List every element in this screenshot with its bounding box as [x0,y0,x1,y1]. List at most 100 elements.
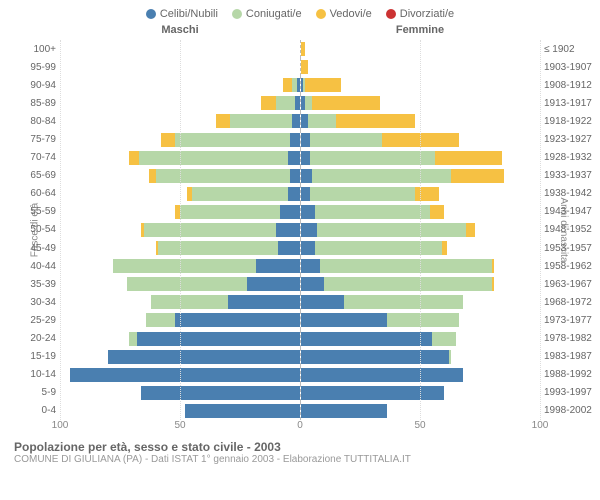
birth-year-label: 1983-1987 [540,351,600,362]
birth-year-label: 1928-1932 [540,152,600,163]
female-bar [301,223,541,237]
legend-swatch [316,9,326,19]
segment [310,133,382,147]
legend-label: Vedovi/e [330,8,372,20]
female-bar [301,277,541,291]
segment [158,241,278,255]
segment [113,259,257,273]
age-label: 70-74 [0,152,60,163]
segment [315,205,430,219]
age-label: 85-89 [0,98,60,109]
segment [310,151,435,165]
segment [301,350,449,364]
segment [442,241,447,255]
x-axis: 100500 50100 [0,420,600,434]
segment [451,169,504,183]
footer: Popolazione per età, sesso e stato civil… [0,434,600,465]
female-bar [301,169,541,183]
age-label: 80-84 [0,116,60,127]
male-bar [60,187,300,201]
age-row: 25-291973-1977 [60,311,540,329]
male-bar [60,350,300,364]
segment [301,295,344,309]
birth-year-label: 1988-1992 [540,369,600,380]
male-bar [60,78,300,92]
legend-swatch [386,9,396,19]
age-label: 65-69 [0,170,60,181]
segment [317,223,465,237]
segment [430,205,444,219]
legend-item: Vedovi/e [316,8,372,20]
segment [108,350,300,364]
age-label: 55-59 [0,206,60,217]
male-bar [60,368,300,382]
segment [308,114,337,128]
male-bar [60,386,300,400]
male-bar [60,114,300,128]
segment [185,404,300,418]
birth-year-label: 1938-1942 [540,188,600,199]
age-label: 75-79 [0,134,60,145]
birth-year-label: 1933-1937 [540,170,600,181]
birth-year-label: 1958-1962 [540,261,600,272]
segment [161,133,175,147]
age-row: 35-391963-1967 [60,275,540,293]
female-bar [301,368,541,382]
segment [278,241,300,255]
x-axis-left: 100500 [60,420,300,434]
segment [301,404,387,418]
segment [216,114,230,128]
segment [247,277,300,291]
segment [301,187,311,201]
segment [492,259,494,273]
age-row: 80-841918-1922 [60,112,540,130]
segment [301,386,445,400]
age-row: 95-991903-1907 [60,58,540,76]
age-label: 40-44 [0,261,60,272]
male-bar [60,169,300,183]
female-bar [301,259,541,273]
segment [192,187,288,201]
segment [301,169,313,183]
male-bar [60,205,300,219]
male-bar [60,96,300,110]
legend-item: Coniugati/e [232,8,302,20]
segment [292,114,299,128]
segment [261,96,275,110]
female-bar [301,133,541,147]
male-bar [60,60,300,74]
male-bar [60,133,300,147]
male-bar [60,223,300,237]
segment [290,133,300,147]
age-row: 45-491953-1957 [60,239,540,257]
age-label: 10-14 [0,369,60,380]
segment [320,259,492,273]
age-label: 20-24 [0,333,60,344]
segment [301,133,311,147]
segment [301,332,433,346]
segment [435,151,502,165]
segment [301,241,315,255]
birth-year-label: 1953-1957 [540,243,600,254]
segment [129,332,136,346]
birth-year-label: 1978-1982 [540,333,600,344]
segment [301,114,308,128]
x-axis-right: 50100 [300,420,540,434]
segment [336,114,415,128]
age-label: 95-99 [0,62,60,73]
male-bar [60,259,300,273]
female-bar [301,114,541,128]
segment [310,187,415,201]
segment [276,223,300,237]
segment [149,169,156,183]
age-label: 100+ [0,44,60,55]
segment [276,96,295,110]
segment [312,169,451,183]
segment [228,295,300,309]
birth-year-label: 1973-1977 [540,315,600,326]
segment [301,60,308,74]
age-label: 25-29 [0,315,60,326]
birth-year-label: 1963-1967 [540,279,600,290]
female-bar [301,96,541,110]
age-row: 50-541948-1952 [60,221,540,239]
